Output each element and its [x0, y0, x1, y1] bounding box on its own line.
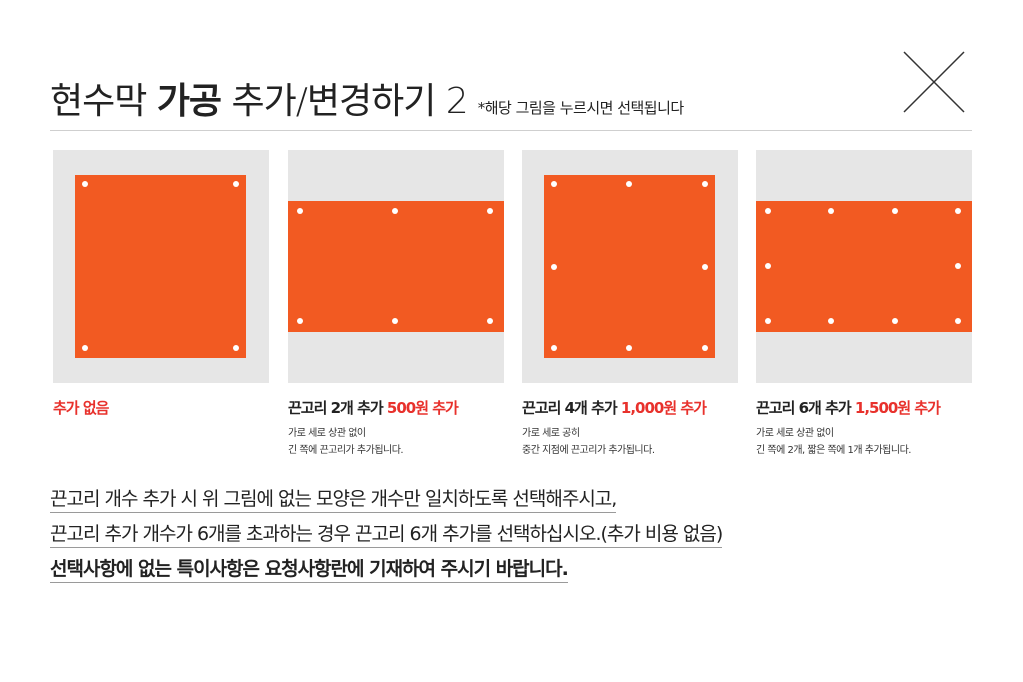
grommet — [392, 208, 398, 214]
grommet — [955, 208, 961, 214]
grommet — [626, 181, 632, 187]
grommet — [702, 345, 708, 351]
banner-shape — [288, 201, 504, 332]
grommet — [551, 345, 557, 351]
grommet — [392, 318, 398, 324]
grommet — [828, 318, 834, 324]
option-label: 끈고리 2개 추가 500원 추가 — [288, 399, 459, 417]
option-label: 추가 없음 — [53, 399, 109, 417]
grommet — [297, 318, 303, 324]
option-thumbnail[interactable] — [53, 150, 269, 383]
grommet — [487, 208, 493, 214]
option-6-grommets[interactable]: 끈고리 6개 추가 1,500원 추가 가로 세로 상관 없이 긴 쪽에 2개,… — [756, 150, 972, 459]
note-line: 끈고리 추가 개수가 6개를 초과하는 경우 끈고리 6개 추가를 선택하십시오… — [50, 522, 723, 548]
grommet — [702, 181, 708, 187]
banner-preview — [288, 201, 504, 332]
option-label: 끈고리 6개 추가 1,500원 추가 — [756, 399, 941, 417]
grommet — [233, 345, 239, 351]
grommet — [297, 208, 303, 214]
grommet-set — [82, 181, 239, 351]
option-label: 끈고리 4개 추가 1,000원 추가 — [522, 399, 707, 417]
grommet — [233, 181, 239, 187]
grommet — [626, 345, 632, 351]
grommet — [765, 318, 771, 324]
close-icon[interactable] — [902, 50, 966, 114]
option-thumbnail[interactable] — [522, 150, 738, 383]
grommet — [892, 318, 898, 324]
option-price: 1,000원 추가 — [620, 399, 707, 417]
option-price: 500원 추가 — [386, 399, 459, 417]
banner-preview — [75, 175, 246, 358]
grommet-set — [551, 181, 708, 351]
banner-shape — [544, 175, 715, 358]
title-text: 현수막 가공 추가/변경하기 2 — [50, 81, 469, 122]
grommet — [955, 263, 961, 269]
notes-section: 끈고리 개수 추가 시 위 그림에 없는 모양은 개수만 일치하도록 선택해주시… — [50, 487, 723, 592]
grommet — [955, 318, 961, 324]
header-divider — [50, 130, 972, 131]
grommet-set — [297, 208, 493, 324]
note-line: 끈고리 개수 추가 시 위 그림에 없는 모양은 개수만 일치하도록 선택해주시… — [50, 487, 617, 513]
banner-preview — [544, 175, 715, 358]
grommet — [828, 208, 834, 214]
title-note: *해당 그림을 누르시면 선택됩니다 — [477, 99, 685, 117]
grommet-set — [765, 208, 961, 324]
option-thumbnail[interactable] — [756, 150, 972, 383]
option-thumbnail[interactable] — [288, 150, 504, 383]
option-description: 가로 세로 상관 없이 긴 쪽에 2개, 짧은 쪽에 1개 추가됩니다. — [756, 428, 911, 456]
grommet — [892, 208, 898, 214]
option-2-grommets[interactable]: 끈고리 2개 추가 500원 추가 가로 세로 상관 없이 긴 쪽에 끈고리가 … — [288, 150, 504, 459]
banner-shape — [756, 201, 972, 332]
option-4-grommets[interactable]: 끈고리 4개 추가 1,000원 추가 가로 세로 공히 중간 지점에 끈고리가… — [522, 150, 738, 459]
option-price: 1,500원 추가 — [854, 399, 941, 417]
grommet — [82, 181, 88, 187]
grommet — [487, 318, 493, 324]
grommet — [765, 208, 771, 214]
banner-shape — [75, 175, 246, 358]
banner-preview — [756, 201, 972, 332]
grommet — [551, 264, 557, 270]
grommet — [765, 263, 771, 269]
grommet — [551, 181, 557, 187]
option-description: 가로 세로 공히 중간 지점에 끈고리가 추가됩니다. — [522, 428, 655, 456]
grommet — [702, 264, 708, 270]
grommet — [82, 345, 88, 351]
option-description: 가로 세로 상관 없이 긴 쪽에 끈고리가 추가됩니다. — [288, 428, 404, 456]
note-line-emphasis: 선택사항에 없는 특이사항은 요청사항란에 기재하여 주시기 바랍니다. — [50, 557, 569, 583]
page-title: 현수막 가공 추가/변경하기 2 *해당 그림을 누르시면 선택됩니다 — [50, 72, 684, 124]
option-no-addition[interactable]: 추가 없음 — [53, 150, 269, 419]
